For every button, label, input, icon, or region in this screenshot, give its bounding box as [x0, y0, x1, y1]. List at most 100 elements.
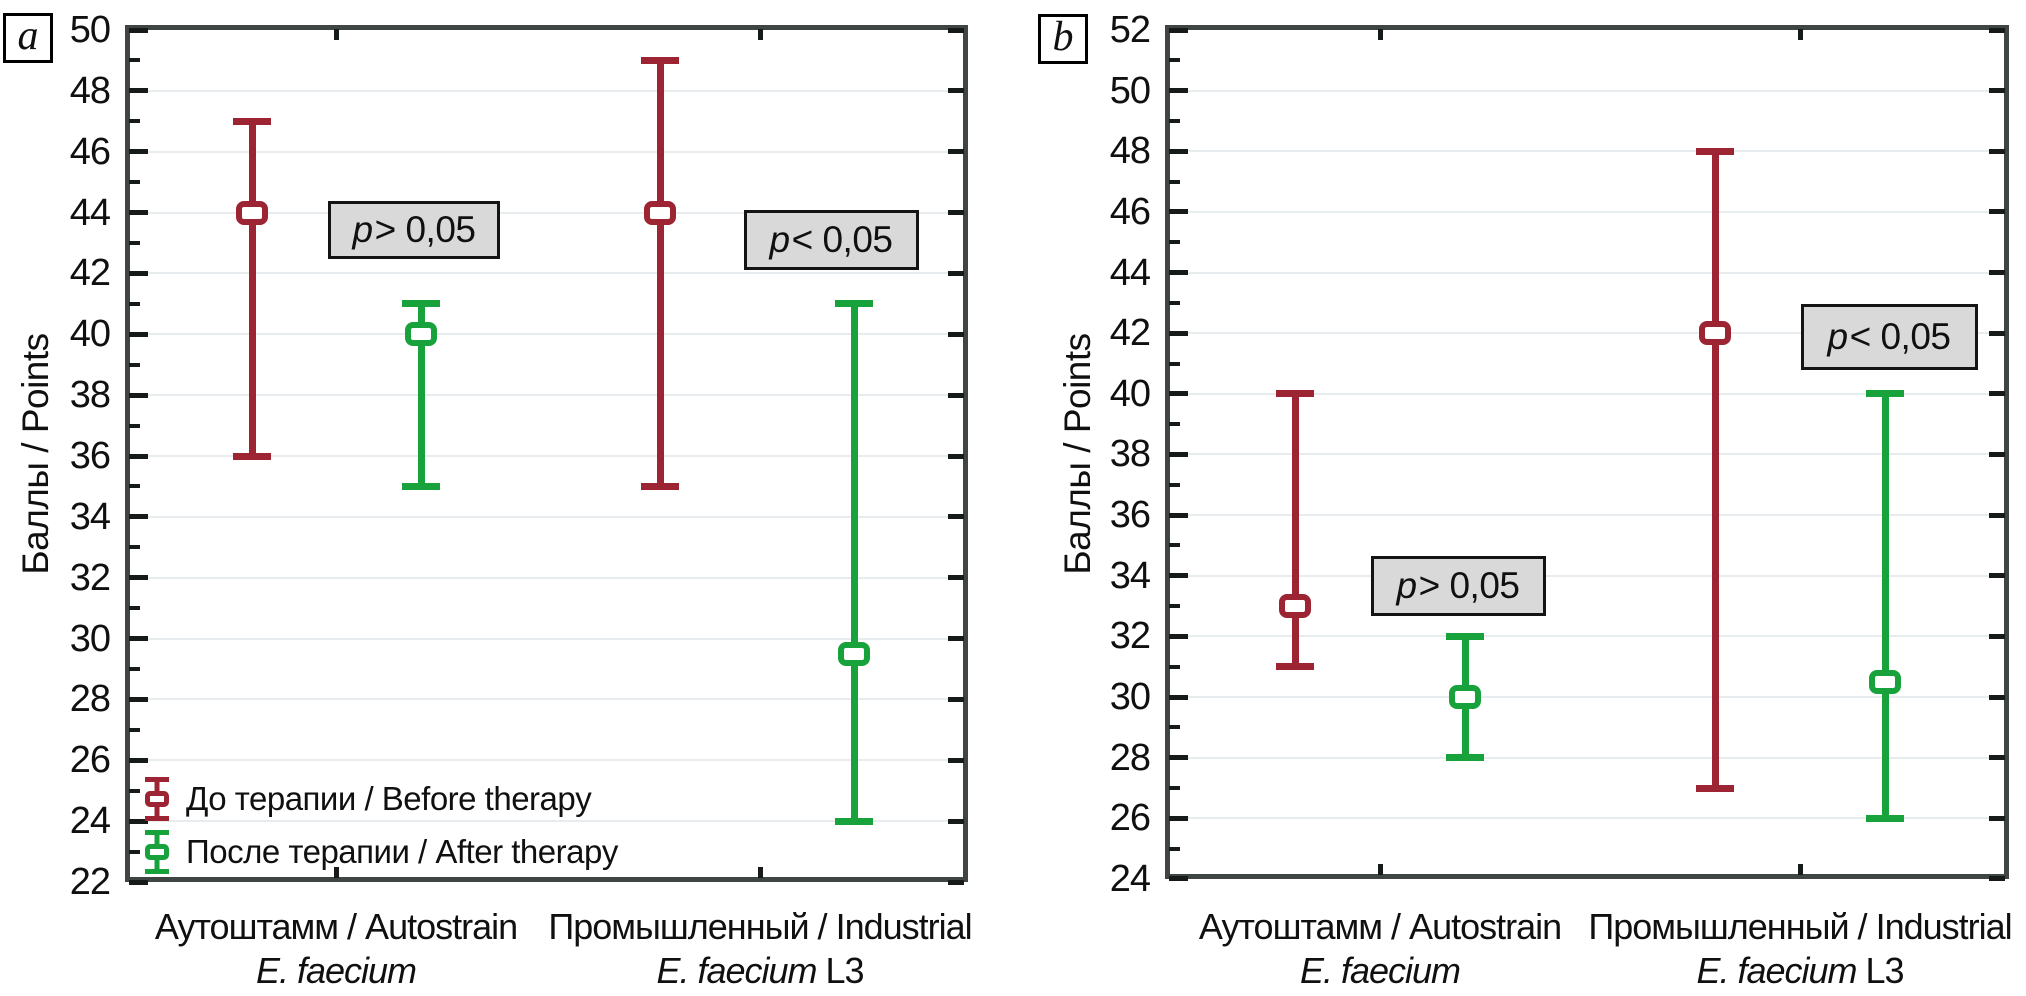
errorbar-before-cat0-panel-b-marker [1279, 594, 1311, 619]
y-tick-label-42: 42 [1109, 312, 1151, 355]
y-tick-label-40: 40 [69, 313, 111, 356]
y-minor-tick-37 [129, 423, 140, 428]
p-value-box-industrial-panel-a: p < 0,05 [743, 210, 919, 270]
y-major-tick-34 [1169, 573, 1188, 579]
y-tick-label-38: 38 [1109, 433, 1151, 476]
y-tick-label-42: 42 [69, 252, 111, 295]
y-major-tick-32 [1169, 633, 1188, 639]
y-tick-label-26: 26 [69, 739, 111, 782]
y-minor-tick-33 [1169, 604, 1180, 609]
y-tick-label-22: 22 [69, 861, 111, 904]
y-major-tick-30 [129, 636, 148, 642]
y-major-tick-22 [129, 879, 148, 885]
gridline-y-24 [130, 820, 963, 823]
gridline-y-38 [1170, 453, 2004, 456]
x-top-tick-cat0 [1377, 29, 1383, 40]
x-bottom-tick-cat1 [1797, 864, 1803, 875]
errorbar-before-cat1-panel-a-marker [644, 200, 676, 225]
y-major-tick-48 [129, 88, 148, 94]
y-right-tick-44 [948, 210, 964, 216]
y-major-tick-34 [129, 514, 148, 520]
x-category-label-1-panel-b: Промышленный / Industrial E. faecium L3 [1588, 906, 2012, 991]
errorbar-after-cat0-panel-b-marker [1449, 685, 1481, 710]
errorbar-after-cat1-panel-b-line [1881, 393, 1889, 819]
y-major-tick-50 [129, 27, 148, 33]
y-right-tick-40 [1989, 391, 2005, 397]
panel-b-plot-area [1165, 25, 2009, 879]
y-tick-label-48: 48 [69, 69, 111, 112]
y-minor-tick-27 [1169, 786, 1180, 790]
y-minor-tick-43 [129, 241, 140, 245]
errorbar-after-cat1-panel-a-cap-high [835, 300, 873, 308]
errorbar-after-cat1-panel-b-cap-high [1866, 390, 1904, 398]
errorbar-after-cat0-panel-a-line [417, 303, 425, 487]
gridline-y-48 [1170, 150, 2004, 153]
errorbar-before-cat0-panel-a-cap-low [233, 452, 271, 460]
y-tick-label-44: 44 [69, 191, 111, 234]
y-major-tick-40 [1169, 391, 1188, 397]
y-major-tick-44 [1169, 270, 1188, 276]
gridline-y-26 [130, 759, 963, 762]
y-tick-label-50: 50 [69, 9, 111, 51]
y-right-tick-44 [1989, 270, 2005, 276]
y-right-tick-30 [948, 636, 964, 642]
y-right-tick-24 [1989, 876, 2005, 882]
y-major-tick-26 [129, 757, 148, 763]
y-right-tick-52 [1989, 27, 2005, 33]
y-tick-label-24: 24 [1109, 857, 1151, 900]
y-major-tick-52 [1169, 27, 1188, 33]
y-minor-tick-25 [129, 788, 140, 793]
y-tick-label-30: 30 [1109, 676, 1151, 719]
y-right-tick-28 [1989, 755, 2005, 761]
y-right-tick-42 [948, 270, 964, 276]
y-minor-tick-29 [1169, 725, 1180, 730]
gridline-y-36 [130, 455, 963, 458]
gridline-y-34 [1170, 574, 2004, 577]
y-minor-tick-23 [129, 849, 140, 854]
gridline-y-42 [1170, 332, 2004, 335]
y-tick-label-50: 50 [1109, 69, 1151, 112]
gridline-y-30 [1170, 696, 2004, 699]
y-right-tick-50 [1989, 88, 2005, 94]
y-right-tick-22 [948, 879, 964, 885]
y-tick-label-24: 24 [69, 800, 111, 843]
gridline-y-36 [1170, 514, 2004, 517]
y-minor-tick-31 [129, 606, 140, 611]
y-major-tick-42 [129, 270, 148, 276]
y-right-tick-38 [1989, 451, 2005, 457]
gridline-y-32 [1170, 635, 2004, 638]
errorbar-after-cat0-panel-a-marker [405, 322, 437, 347]
y-tick-label-32: 32 [69, 556, 111, 599]
errorbar-after-cat0-panel-a-cap-low [402, 482, 440, 490]
y-tick-label-34: 34 [69, 495, 111, 538]
y-tick-label-40: 40 [1109, 372, 1151, 415]
y-minor-tick-29 [129, 667, 140, 672]
y-minor-tick-25 [1169, 846, 1180, 851]
gridline-y-30 [130, 637, 963, 640]
errorbar-before-cat1-panel-a-line [656, 60, 664, 487]
errorbar-before-cat0-panel-a-marker [236, 200, 268, 225]
y-major-tick-28 [1169, 755, 1188, 761]
y-minor-tick-31 [1169, 664, 1180, 669]
errorbar-before-cat0-panel-b-cap-high [1276, 390, 1314, 398]
y-tick-label-36: 36 [69, 435, 111, 478]
y-minor-tick-51 [1169, 58, 1180, 63]
y-major-tick-42 [1169, 330, 1188, 336]
y-right-tick-48 [1989, 148, 2005, 154]
y-tick-label-52: 52 [1109, 9, 1151, 51]
gridline-y-42 [130, 272, 963, 275]
y-tick-label-48: 48 [1109, 130, 1151, 173]
p-value-box-industrial-panel-b: p < 0,05 [1800, 304, 1978, 370]
errorbar-after-cat0-panel-a-cap-high [402, 300, 440, 308]
gridline-y-32 [130, 576, 963, 579]
y-major-tick-38 [1169, 451, 1188, 457]
errorbar-before-cat1-panel-b-marker [1699, 321, 1731, 346]
errorbar-before-cat1-panel-b-line [1711, 151, 1719, 788]
y-major-tick-46 [129, 149, 148, 155]
gridline-y-46 [130, 150, 963, 153]
y-tick-label-34: 34 [1109, 554, 1151, 597]
y-right-tick-46 [1989, 209, 2005, 215]
x-top-tick-cat0 [333, 29, 339, 40]
errorbar-after-cat1-panel-a-cap-low [835, 817, 873, 825]
x-top-tick-cat1 [757, 29, 763, 40]
